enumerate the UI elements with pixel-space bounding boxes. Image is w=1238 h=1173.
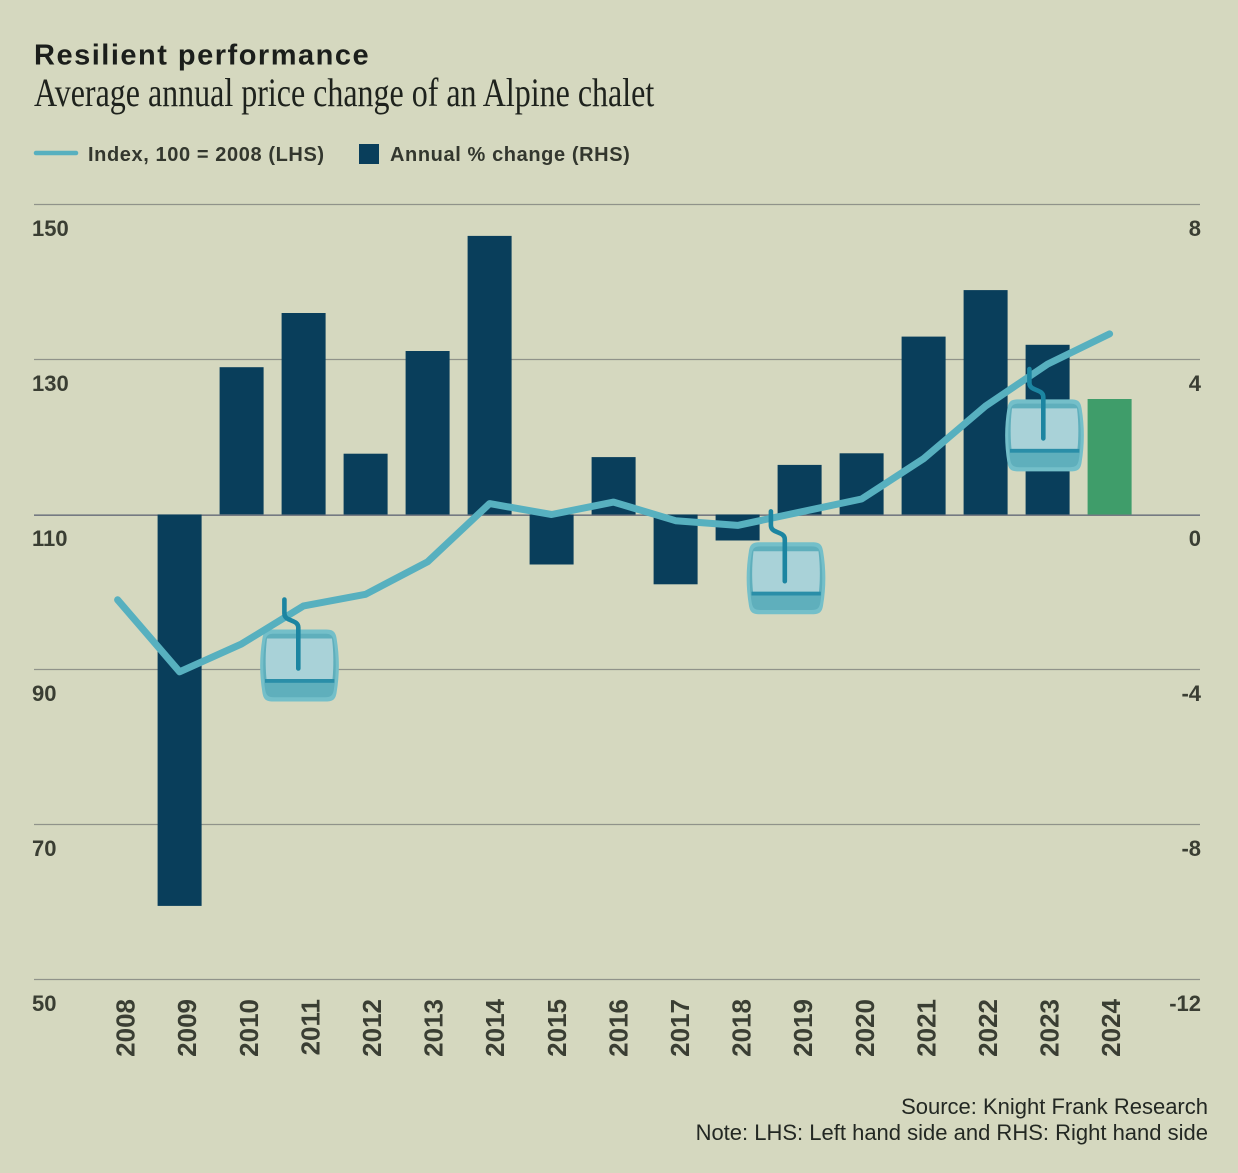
svg-text:Note: LHS: Left hand side and: Note: LHS: Left hand side and RHS: Right… (696, 1120, 1208, 1145)
svg-text:2010: 2010 (234, 999, 264, 1057)
svg-text:2021: 2021 (911, 999, 941, 1057)
svg-text:Index, 100 = 2008 (LHS): Index, 100 = 2008 (LHS) (88, 144, 325, 166)
svg-text:2014: 2014 (480, 998, 510, 1056)
svg-text:-8: -8 (1181, 836, 1201, 861)
svg-text:2018: 2018 (727, 999, 757, 1057)
svg-text:2020: 2020 (850, 999, 880, 1057)
svg-text:2009: 2009 (172, 999, 202, 1057)
svg-text:2019: 2019 (788, 999, 818, 1057)
svg-text:Source: Knight Frank Research: Source: Knight Frank Research (901, 1094, 1208, 1119)
svg-text:70: 70 (32, 836, 56, 861)
svg-text:Annual % change (RHS): Annual % change (RHS) (390, 144, 630, 166)
svg-text:2013: 2013 (419, 999, 449, 1057)
svg-text:2015: 2015 (542, 999, 572, 1057)
svg-text:8: 8 (1189, 216, 1201, 241)
svg-text:150: 150 (32, 216, 69, 241)
svg-text:Resilient performance: Resilient performance (34, 40, 370, 72)
svg-text:-12: -12 (1169, 991, 1201, 1016)
svg-text:90: 90 (32, 681, 56, 706)
svg-text:Average annual price change of: Average annual price change of an Alpine… (34, 69, 654, 115)
svg-text:2017: 2017 (665, 999, 695, 1057)
svg-text:2024: 2024 (1096, 998, 1126, 1056)
svg-text:2023: 2023 (1035, 999, 1065, 1057)
svg-text:2011: 2011 (295, 999, 325, 1055)
svg-text:-4: -4 (1181, 681, 1201, 706)
svg-text:4: 4 (1189, 371, 1202, 396)
svg-text:2008: 2008 (111, 999, 141, 1057)
svg-text:2016: 2016 (603, 999, 633, 1057)
svg-text:2012: 2012 (357, 999, 387, 1057)
svg-text:50: 50 (32, 991, 56, 1016)
svg-text:110: 110 (32, 526, 68, 551)
svg-text:130: 130 (32, 371, 69, 396)
svg-text:2022: 2022 (973, 999, 1003, 1057)
svg-text:0: 0 (1189, 526, 1201, 551)
